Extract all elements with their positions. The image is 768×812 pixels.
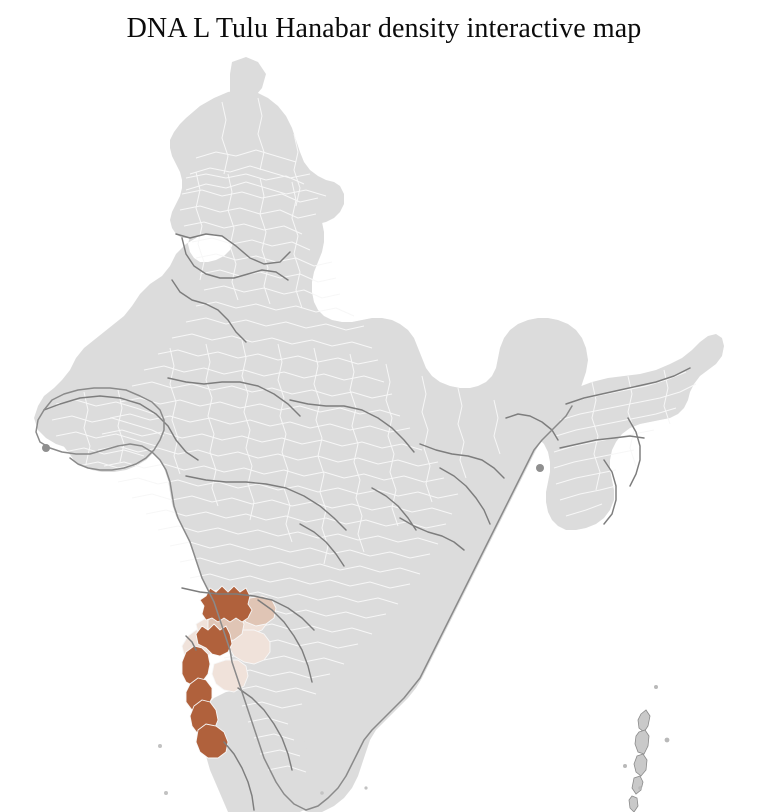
district-kodagu[interactable]: [212, 660, 248, 692]
page-title: DNA L Tulu Hanabar density interactive m…: [126, 13, 642, 44]
mainland-base: [34, 57, 588, 812]
district-chikmagalur[interactable]: [196, 624, 232, 656]
northeast-base: [520, 334, 724, 530]
district-chitradurga[interactable]: [228, 630, 270, 664]
india-choropleth-map[interactable]: [0, 48, 768, 812]
south-peninsula-base: [200, 690, 310, 812]
map-canvas[interactable]: [0, 48, 768, 812]
minor-islands: [42, 444, 544, 795]
india-landmass: [34, 57, 724, 812]
highlighted-districts[interactable]: [182, 586, 276, 758]
district-boundaries: [51, 97, 697, 773]
district-udupi[interactable]: [182, 646, 210, 686]
gujarat-base: [44, 388, 164, 472]
state-boundaries: [44, 234, 690, 810]
andaman-nicobar-islands[interactable]: [623, 685, 670, 812]
coastline: [36, 388, 572, 810]
district-shimoga[interactable]: [200, 586, 252, 622]
district-kannur[interactable]: [196, 724, 228, 758]
